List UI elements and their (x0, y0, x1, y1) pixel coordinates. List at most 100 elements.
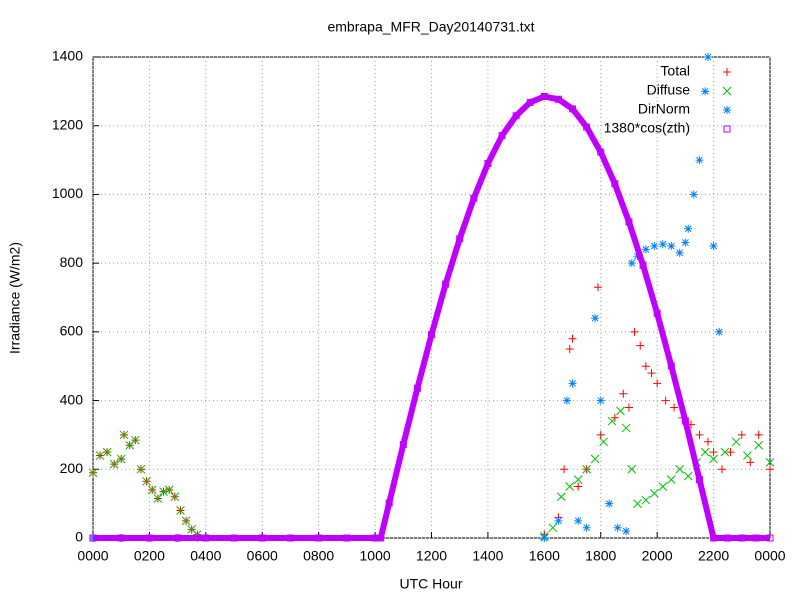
point (413, 384, 421, 392)
point (695, 476, 703, 484)
y-tick-label: 1000 (52, 185, 83, 201)
point (667, 241, 676, 250)
point (597, 148, 605, 156)
point (689, 190, 698, 199)
point (159, 487, 168, 496)
y-tick-label: 1400 (52, 48, 83, 64)
point (89, 534, 97, 542)
point (117, 534, 125, 542)
point (599, 437, 608, 447)
point (562, 396, 571, 405)
point (746, 458, 755, 467)
point (738, 534, 746, 542)
point (569, 105, 577, 113)
point (636, 341, 645, 350)
point (661, 396, 670, 405)
point (754, 430, 763, 439)
point (710, 534, 718, 542)
point (526, 98, 534, 106)
point (641, 362, 650, 371)
point (737, 430, 746, 439)
point (647, 369, 656, 378)
point (109, 459, 119, 469)
y-tick-label: 600 (60, 323, 84, 339)
point (658, 482, 668, 491)
point (709, 454, 718, 464)
point (731, 437, 741, 447)
point (613, 523, 622, 532)
y-tick-label: 200 (60, 460, 84, 476)
point (625, 218, 633, 226)
point (130, 435, 140, 445)
legend-label: DirNorm (638, 101, 690, 117)
point (181, 516, 191, 526)
legend-label: 1380*cos(zth) (604, 120, 690, 136)
point (596, 430, 605, 439)
point (556, 492, 566, 502)
point (675, 248, 684, 257)
point (230, 534, 238, 542)
point (683, 471, 693, 481)
point (147, 485, 157, 495)
point (649, 488, 659, 498)
point (343, 534, 351, 542)
point (596, 396, 605, 405)
point (667, 362, 675, 370)
point (630, 327, 639, 336)
y-tick-label: 1200 (52, 116, 83, 132)
x-tick-label: 0800 (303, 548, 334, 564)
point (286, 534, 294, 542)
point (703, 53, 712, 61)
x-tick-label: 0000 (754, 548, 785, 564)
x-tick-label: 2200 (698, 548, 729, 564)
point (399, 441, 407, 449)
x-tick-label: 1800 (585, 548, 616, 564)
x-tick-label: 1000 (360, 548, 391, 564)
point (568, 379, 577, 388)
point (653, 309, 661, 317)
point (766, 534, 774, 542)
point (176, 506, 185, 515)
x-tick-label: 2000 (642, 548, 673, 564)
point (754, 440, 764, 450)
point (681, 238, 690, 247)
point (565, 345, 574, 354)
y-tick-label: 0 (75, 529, 83, 545)
point (624, 403, 633, 412)
point (498, 132, 506, 140)
point (622, 527, 631, 536)
point (442, 280, 450, 288)
point (619, 389, 628, 398)
legend-label: Diffuse (647, 82, 691, 98)
point (616, 406, 625, 416)
point (540, 93, 548, 101)
x-tick-label: 1200 (416, 548, 447, 564)
point (119, 430, 129, 440)
y-tick-label: 800 (60, 254, 84, 270)
point (611, 180, 619, 188)
point (670, 403, 679, 412)
point (658, 240, 667, 249)
point (621, 423, 631, 433)
point (715, 327, 724, 336)
point (726, 448, 735, 457)
point (95, 451, 105, 460)
point (116, 454, 126, 464)
series-trace (93, 93, 770, 541)
point (605, 499, 614, 508)
point (170, 492, 180, 502)
x-tick-label: 0000 (77, 548, 108, 564)
point (766, 465, 774, 474)
chart-title: embrapa_MFR_Day20140731.txt (327, 19, 534, 35)
point (540, 534, 549, 542)
point (684, 224, 693, 233)
point (456, 235, 464, 243)
x-tick-label: 0200 (134, 548, 165, 564)
point (164, 485, 174, 495)
point (724, 534, 732, 542)
legend-marker (723, 106, 731, 114)
point (202, 534, 210, 542)
point (565, 482, 575, 491)
point (591, 314, 600, 323)
